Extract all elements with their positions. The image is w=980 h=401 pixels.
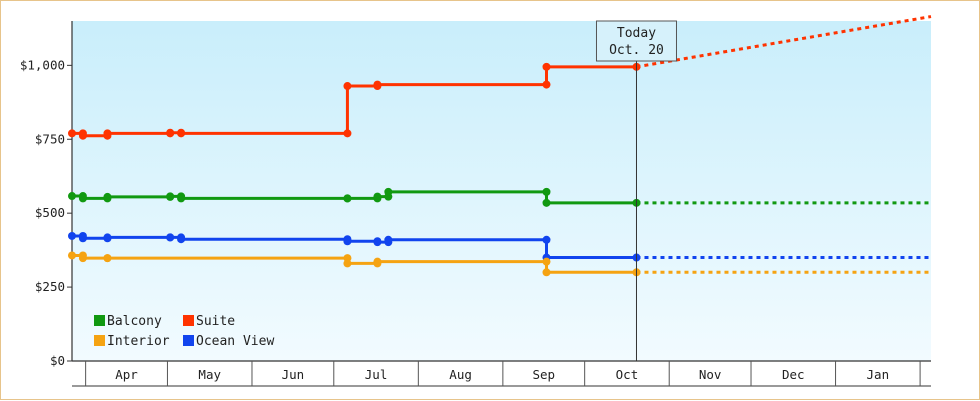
series-point <box>103 192 112 201</box>
series-point <box>343 194 352 203</box>
series-point <box>166 192 175 201</box>
x-tick-label: Jul <box>365 367 388 382</box>
series-point <box>177 194 186 203</box>
legend: Balcony Suite Interior Ocean View <box>94 314 274 349</box>
y-tick-label: $1,000 <box>20 57 65 72</box>
legend-swatch <box>94 315 105 326</box>
series-point <box>542 235 551 244</box>
series-point <box>166 128 175 137</box>
legend-swatch <box>183 335 194 346</box>
series-point <box>68 251 76 260</box>
series-point <box>103 129 112 138</box>
series-point <box>373 238 382 247</box>
series-point <box>373 80 382 89</box>
x-tick-label: Aug <box>449 367 472 382</box>
series-point <box>343 237 352 246</box>
today-date-label: Oct. 20 <box>609 43 664 58</box>
series-point <box>78 194 87 203</box>
series-point <box>373 257 382 266</box>
series-point <box>78 131 87 140</box>
legend-label: Ocean View <box>196 334 274 349</box>
series-point <box>384 235 393 244</box>
x-tick-label: Apr <box>115 367 138 382</box>
today-box <box>595 20 677 62</box>
x-tick-label: Nov <box>699 367 722 382</box>
series-point <box>542 80 551 89</box>
series-lines <box>68 15 932 277</box>
series-point <box>78 254 87 263</box>
y-tick-label: $500 <box>35 205 65 220</box>
series-point <box>542 268 551 277</box>
series-point <box>542 187 551 196</box>
series-point <box>103 254 112 263</box>
series-point <box>373 192 382 201</box>
legend-swatch <box>183 315 194 326</box>
series-point <box>68 231 76 240</box>
series-point <box>343 259 352 268</box>
series-point <box>68 129 76 138</box>
series-point <box>78 234 87 243</box>
series-point <box>542 62 551 71</box>
x-tick-label: Sep <box>532 367 555 382</box>
x-tick-label: Jan <box>867 367 890 382</box>
x-tick-label: Jun <box>282 367 305 382</box>
series-point <box>542 198 551 207</box>
x-tick-label: Dec <box>782 367 805 382</box>
series-point <box>343 82 352 91</box>
series-point <box>343 129 352 138</box>
y-tick-label: $250 <box>35 279 65 294</box>
axes: $0 $250 $500 $750 $1,000 Apr May Jun Jul Aug Sep Oc… <box>20 21 931 387</box>
series-point <box>177 129 186 138</box>
series-point <box>103 233 112 242</box>
legend-label: Interior <box>107 334 170 349</box>
series-point <box>384 187 393 196</box>
series-forecast-line <box>636 15 932 69</box>
x-tick-label: Oct <box>616 367 639 382</box>
x-tick-label: May <box>198 367 221 382</box>
series-point <box>542 257 551 266</box>
today-label: Today <box>617 26 656 41</box>
series-point <box>68 192 76 201</box>
y-tick-label: $0 <box>50 353 65 368</box>
series-point <box>166 233 175 242</box>
y-tick-label: $750 <box>35 131 65 146</box>
legend-swatch <box>94 335 105 346</box>
series-point <box>177 235 186 244</box>
legend-label: Suite <box>196 314 235 329</box>
today-marker: Today Oct. 20 <box>595 20 677 361</box>
legend-label: Balcony <box>107 314 162 329</box>
